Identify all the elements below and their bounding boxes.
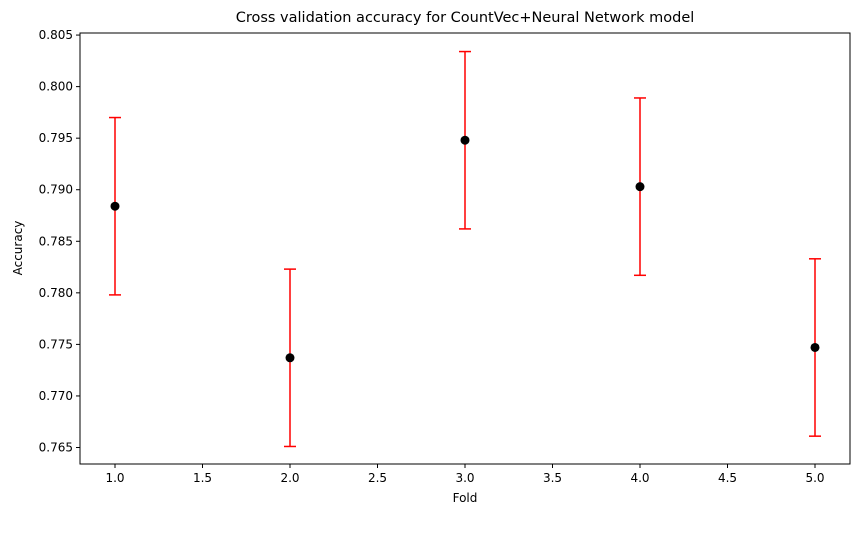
x-tick-label: 2.5 xyxy=(368,471,387,485)
y-tick-label: 0.800 xyxy=(39,80,73,94)
x-tick-label: 3.0 xyxy=(455,471,474,485)
x-tick-label: 4.5 xyxy=(718,471,737,485)
data-point xyxy=(285,353,295,363)
y-tick-label: 0.790 xyxy=(39,183,73,197)
y-tick-label: 0.770 xyxy=(39,389,73,403)
y-tick-label: 0.780 xyxy=(39,286,73,300)
y-tick-label: 0.785 xyxy=(39,234,73,248)
x-tick-label: 1.5 xyxy=(193,471,212,485)
y-axis-ticks: 0.765 0.770 0.775 0.780 0.785 0.790 0.795 0.800… xyxy=(39,28,80,455)
data-point xyxy=(110,201,120,211)
x-tick-label: 1.0 xyxy=(105,471,124,485)
x-axis-ticks: 1.0 1.5 2.0 2.5 3.0 3.5 4.0 4.5 5.0 xyxy=(105,464,825,485)
y-axis-label: Accuracy xyxy=(11,221,25,276)
x-tick-label: 2.0 xyxy=(280,471,299,485)
data-point xyxy=(460,135,470,145)
chart-title: Cross validation accuracy for CountVec+N… xyxy=(236,10,695,26)
y-tick-label: 0.775 xyxy=(39,337,73,351)
x-tick-label: 3.5 xyxy=(543,471,562,485)
y-tick-label: 0.805 xyxy=(39,28,73,42)
y-tick-label: 0.765 xyxy=(39,441,73,455)
data-point xyxy=(810,342,820,352)
x-tick-label: 4.0 xyxy=(630,471,649,485)
x-tick-label: 5.0 xyxy=(805,471,824,485)
data-series xyxy=(109,50,821,448)
x-axis-label: Fold xyxy=(453,491,478,505)
data-point xyxy=(635,182,645,192)
y-tick-label: 0.795 xyxy=(39,131,73,145)
